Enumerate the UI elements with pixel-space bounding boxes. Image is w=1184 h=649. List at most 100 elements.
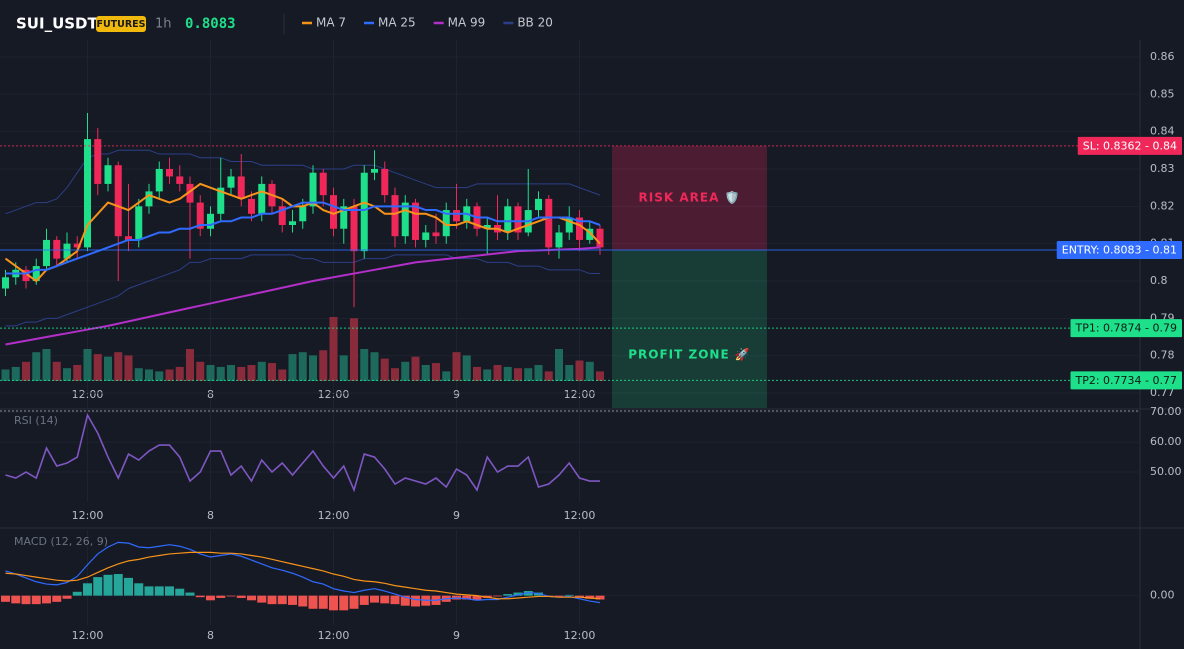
volume-bar <box>206 365 215 381</box>
pane-label: MACD (12, 26, 9) <box>14 535 108 548</box>
candle-body <box>207 213 214 229</box>
macd-bar <box>380 595 390 604</box>
pane-label: RSI (14) <box>14 414 58 427</box>
candle-body <box>545 198 553 248</box>
candle-body <box>248 198 255 214</box>
macd-bar <box>523 591 533 596</box>
volume-bar <box>421 365 430 381</box>
volume-bar <box>145 369 153 381</box>
level-label: SL: 0.8362 - 0.84 <box>1083 139 1177 152</box>
level-tag <box>1077 136 1182 155</box>
level-label: ENTRY: 0.8083 - 0.81 <box>1062 244 1177 257</box>
candle-body <box>309 172 317 207</box>
macd-bar <box>462 595 472 600</box>
candle-body <box>145 191 153 207</box>
volume-bar <box>298 352 307 381</box>
volume-bar <box>329 317 338 381</box>
candle-body <box>32 266 40 282</box>
macd-bar <box>165 586 174 596</box>
x-tick-label: 12:00 <box>318 629 350 642</box>
candle-body <box>289 221 296 225</box>
macd-bar <box>318 595 328 609</box>
candle-body <box>176 176 184 184</box>
volume-bar <box>555 349 563 381</box>
volume-bar <box>565 365 574 381</box>
candle-body <box>2 277 9 289</box>
volume-bar <box>339 355 348 381</box>
macd-bar <box>554 595 564 597</box>
candle-body <box>73 243 81 248</box>
macd-bar <box>1 595 10 602</box>
candle-body <box>360 172 368 252</box>
volume-bar <box>391 368 399 381</box>
y-tick-label: 0.85 <box>1150 87 1175 100</box>
candle-body <box>350 206 358 252</box>
candle-body <box>535 198 542 211</box>
candle-body <box>340 206 348 229</box>
candle-body <box>63 243 71 259</box>
x-tick-label: 12:00 <box>564 629 596 642</box>
volume-bar <box>1 369 10 381</box>
macd-bar <box>103 574 113 596</box>
volume-bar <box>216 366 225 381</box>
volume-bar <box>452 352 461 381</box>
macd-bar <box>575 595 584 598</box>
candle-body <box>114 165 122 237</box>
volume-bar <box>73 365 82 381</box>
volume-bar <box>462 355 471 381</box>
candle-body <box>391 195 399 237</box>
y-tick-label: 70.00 <box>1150 405 1182 418</box>
candle-body <box>453 210 460 222</box>
candle-body <box>371 168 378 173</box>
macd-bar <box>534 592 543 596</box>
legend-label: MA 99 <box>448 16 486 30</box>
y-tick-label: 60.00 <box>1150 435 1182 448</box>
volume-bar <box>380 358 389 381</box>
legend-label: MA 25 <box>378 16 416 30</box>
x-tick-label: 9 <box>453 509 460 522</box>
level-label: TP2: 0.7734 - 0.77 <box>1075 374 1178 387</box>
macd-bar <box>113 574 123 596</box>
macd-bar <box>124 577 133 596</box>
macd-bar <box>359 595 369 605</box>
volume-bar <box>83 349 92 381</box>
macd-bar <box>62 595 72 599</box>
volume-bar <box>288 354 297 381</box>
macd-bar <box>206 595 215 601</box>
macd-bar <box>21 595 31 605</box>
macd-bar <box>144 586 154 596</box>
x-tick-label: 12:00 <box>72 629 104 642</box>
macd-bar <box>267 595 277 605</box>
macd-bar <box>390 595 400 605</box>
volume-bar <box>503 366 512 381</box>
macd-bar <box>595 595 605 600</box>
volume-bar <box>227 365 235 381</box>
volume-bar <box>257 361 266 381</box>
candle-body <box>381 168 389 196</box>
bb-upper <box>5 149 601 215</box>
macd-bar <box>226 595 236 597</box>
volume-bar <box>493 365 502 381</box>
macd-bar <box>339 595 349 611</box>
volume-bar <box>155 371 164 381</box>
level-tag <box>1070 319 1182 338</box>
candle-body <box>504 206 512 233</box>
candle-body <box>217 187 225 214</box>
candle-body <box>483 225 491 229</box>
macd-bar <box>298 595 308 607</box>
macd-bar <box>472 595 482 601</box>
x-tick-label: 12:00 <box>564 388 596 401</box>
macd-bar <box>134 583 144 596</box>
macd-bar <box>216 595 226 598</box>
ma-line <box>4 182 601 283</box>
candle-body <box>94 139 102 184</box>
volume-bar <box>237 366 246 381</box>
candle-body <box>514 206 522 233</box>
volume-bar <box>42 349 51 381</box>
candle-body <box>319 172 327 196</box>
candle-body <box>442 210 450 237</box>
volume-bar <box>104 356 112 381</box>
candle-body <box>186 183 194 203</box>
candle-body <box>565 217 573 233</box>
